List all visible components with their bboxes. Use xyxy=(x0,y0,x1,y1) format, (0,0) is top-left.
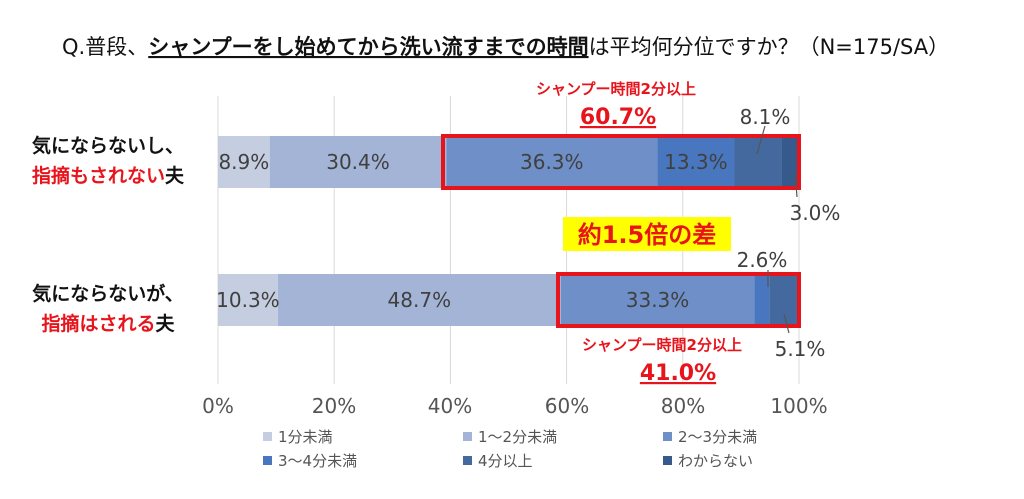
bar-seg-c2-s1 xyxy=(218,274,278,326)
legend-swatch-5 xyxy=(463,456,472,465)
bar-seg-c1-s4 xyxy=(657,136,735,188)
label-bottom-3min: 2.6% xyxy=(737,248,788,272)
x-tick-60: 60% xyxy=(545,394,589,418)
segment-labels: 8.9% 30.4% 36.3% 13.3% 10.3% 48.7% 33.3% xyxy=(216,150,727,312)
highlight-box-bottom xyxy=(556,272,801,328)
title-suffix: は平均何分位ですか？（N=175/SA） xyxy=(589,35,950,59)
legend-swatch-2 xyxy=(463,432,472,441)
leader-line-top-unknown xyxy=(794,171,798,198)
seg-label-c1-s3: 36.3% xyxy=(520,150,584,174)
bars-layer xyxy=(218,136,799,326)
legend-label-2: 1～2分未満 xyxy=(478,428,557,446)
category-1-line1: 気にならないし、 xyxy=(32,134,184,157)
legend-label-3: 2～3分未満 xyxy=(678,428,757,446)
category-2-line1: 気にならないが、 xyxy=(32,282,184,305)
category-2-red: 指摘はされる xyxy=(41,312,155,335)
bar-seg-c1-s5 xyxy=(734,136,782,188)
bar-seg-c2-s2 xyxy=(277,274,561,326)
legend-label-6: わからない xyxy=(678,452,753,470)
label-bottom-4min: 5.1% xyxy=(775,337,826,361)
legend-swatch-3 xyxy=(663,432,672,441)
bottom-callout-caption: シャンプー時間2分以上 xyxy=(582,336,742,354)
category-2-line2: 指摘はされる夫 xyxy=(41,312,175,335)
external-labels: 8.1% 3.0% 2.6% 5.1% xyxy=(737,105,841,361)
legend: 1分未満 1～2分未満 2～3分未満 3～4分未満 4分以上 わからない xyxy=(263,428,757,470)
top-callout-caption: シャンプー時間2分以上 xyxy=(536,80,696,98)
top-callout-value: 60.7% xyxy=(580,105,656,130)
title-emphasis: シャンプーをし始めてから洗い流すまでの時間 xyxy=(148,35,588,59)
x-tick-40: 40% xyxy=(428,394,472,418)
legend-label-4: 3～4分未満 xyxy=(278,452,357,470)
seg-label-c2-s2: 48.7% xyxy=(388,288,452,312)
legend-label-5: 4分以上 xyxy=(478,452,533,470)
seg-label-c2-s1: 10.3% xyxy=(216,288,280,312)
category-2-tail: 夫 xyxy=(156,313,176,335)
chart-title: Q.普段、シャンプーをし始めてから洗い流すまでの時間は平均何分位ですか？（N=1… xyxy=(62,35,949,59)
seg-label-c1-s1: 8.9% xyxy=(218,150,269,174)
seg-label-c1-s2: 30.4% xyxy=(326,150,390,174)
category-labels: 気にならないし、 指摘もされない夫 気にならないが、 指摘はされる夫 xyxy=(32,134,185,335)
legend-swatch-6 xyxy=(663,456,672,465)
difference-highlight xyxy=(563,217,731,251)
x-tick-20: 20% xyxy=(312,394,356,418)
leader-line-top-4min xyxy=(756,125,766,155)
bar-seg-c1-s2 xyxy=(269,136,447,188)
bar-seg-c2-s4 xyxy=(754,274,770,326)
seg-label-c1-s4: 13.3% xyxy=(664,150,728,174)
bar-seg-c1-s6 xyxy=(781,136,799,188)
category-1-tail: 夫 xyxy=(165,165,185,187)
bottom-callout-value: 41.0% xyxy=(640,361,716,386)
bar-seg-c1-s1 xyxy=(218,136,270,188)
legend-swatch-4 xyxy=(263,456,272,465)
bar-seg-c2-s5 xyxy=(769,274,799,326)
legend-swatch-1 xyxy=(263,432,272,441)
label-top-unknown: 3.0% xyxy=(790,201,841,225)
highlight-box-top xyxy=(441,134,801,190)
category-1-red: 指摘もされない xyxy=(32,164,165,187)
x-tick-0: 0% xyxy=(202,394,234,418)
title-prefix: Q.普段、 xyxy=(62,35,148,59)
x-tick-labels: 0% 20% 40% 60% 80% 100% xyxy=(202,394,827,418)
legend-label-1: 1分未満 xyxy=(278,428,333,446)
x-tick-100: 100% xyxy=(770,394,827,418)
bar-seg-c1-s3 xyxy=(446,136,658,188)
label-top-4min: 8.1% xyxy=(740,105,791,129)
difference-label: 約1.5倍の差 xyxy=(578,221,717,249)
leader-line-bottom-4min xyxy=(783,313,790,334)
category-1-line2: 指摘もされない夫 xyxy=(32,164,185,187)
bar-seg-c2-s3 xyxy=(560,274,755,326)
x-tick-80: 80% xyxy=(661,394,705,418)
seg-label-c2-s3: 33.3% xyxy=(626,288,690,312)
